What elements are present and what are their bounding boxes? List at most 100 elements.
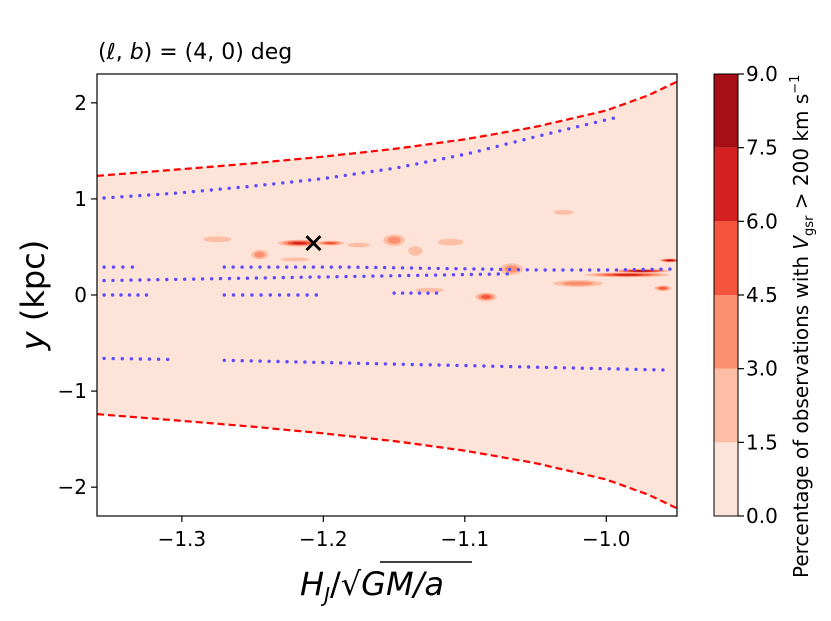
- colorbar: 0.0 1.5 3.0 4.5 6.0 7.5 9.0 Percentage of obse…: [713, 62, 817, 578]
- dotted-curve-dot: [218, 276, 223, 281]
- dotted-curve-dot: [434, 291, 439, 295]
- dotted-curve-dot: [259, 293, 263, 297]
- dotted-curve-dot: [343, 173, 347, 178]
- dotted-curve-dot: [272, 276, 276, 280]
- dotted-curve-dot: [329, 265, 333, 269]
- contour-patch: [612, 273, 643, 276]
- dotted-curve-dot: [209, 277, 214, 281]
- dotted-curve-dot: [441, 156, 446, 161]
- dotted-curve-dot: [652, 368, 656, 372]
- dotted-curve-dot: [173, 191, 178, 195]
- colorbar-segment: [714, 368, 738, 443]
- colorbar-segment: [714, 442, 738, 516]
- dotted-curve-dot: [338, 265, 342, 269]
- dotted-curve-dot: [463, 267, 467, 271]
- dotted-curve-dot: [147, 357, 152, 361]
- dotted-curve-dot: [580, 366, 584, 370]
- envelope-upper-line: [97, 80, 677, 177]
- dotted-curve-dot: [164, 192, 169, 196]
- dotted-curve-dot: [370, 169, 374, 174]
- dotted-curve-dot: [392, 362, 397, 366]
- dotted-curve-dot: [250, 293, 254, 297]
- dotted-curve-dot: [200, 189, 205, 193]
- dotted-curve-dot: [362, 274, 366, 278]
- dotted-curve-dot: [102, 196, 106, 200]
- contour-patch: [415, 287, 444, 293]
- dotted-curve-dot: [285, 360, 289, 364]
- dotted-curve-dot: [129, 194, 133, 198]
- dotted-curve-dot: [218, 187, 222, 191]
- dotted-curve-dot: [249, 265, 253, 269]
- dotted-curve-dot: [119, 293, 123, 297]
- dotted-curve-dot: [407, 273, 411, 278]
- dotted-curve-dot: [285, 265, 289, 269]
- contour-patch: [666, 259, 673, 261]
- dotted-curve-dot: [535, 365, 540, 369]
- dotted-curve-dot: [588, 268, 592, 272]
- dotted-curve-dot: [334, 175, 339, 179]
- contour-patch: [324, 242, 337, 245]
- dotted-curve-dot: [417, 291, 422, 295]
- dotted-curve-dot: [293, 265, 298, 269]
- dotted-curve-dot: [290, 275, 294, 280]
- dotted-curve-dot: [410, 362, 414, 367]
- dotted-curve-dot: [325, 176, 330, 180]
- dotted-curve-dot: [311, 265, 316, 269]
- dotted-curve-dot: [281, 181, 285, 185]
- dotted-curve-dot: [365, 265, 369, 270]
- dotted-curve-dot: [227, 276, 232, 281]
- dotted-curve-dot: [294, 360, 298, 364]
- x-tick-label: −1.1: [441, 527, 490, 551]
- contour-base-fill: [97, 81, 677, 509]
- dotted-curve-dot: [156, 278, 160, 282]
- dotted-curve-dot: [335, 275, 339, 279]
- dotted-curve-dot: [231, 358, 235, 363]
- dotted-curve-dot: [120, 278, 124, 282]
- y-tick-label: 2: [74, 91, 87, 115]
- dotted-curve-dot: [424, 273, 429, 277]
- dotted-curve-dot: [314, 293, 318, 297]
- dotted-curve-dot: [290, 180, 294, 184]
- dotted-curve-dot: [507, 267, 512, 272]
- dotted-curve-dot: [276, 359, 280, 364]
- y-tick-label: 1: [74, 187, 87, 211]
- dotted-curve-dot: [650, 267, 654, 271]
- dotted-curve-dot: [287, 293, 291, 297]
- dotted-curve-dot: [478, 272, 483, 276]
- dotted-curve-dot: [379, 168, 383, 172]
- dotted-curve-dot: [272, 182, 276, 186]
- dotted-curve-dot: [182, 190, 187, 195]
- dotted-curve-dot: [383, 362, 388, 366]
- dotted-curve-dot: [481, 267, 485, 271]
- dotted-curve-dot: [579, 268, 583, 272]
- dotted-curve-dot: [401, 362, 405, 366]
- dotted-curve-dot: [549, 131, 553, 135]
- dotted-curve-dot: [589, 366, 593, 371]
- dotted-curve-dot: [227, 186, 231, 190]
- dotted-curve-dot: [486, 146, 490, 151]
- contour-patch: [481, 295, 491, 299]
- dotted-curve-dot: [614, 268, 619, 272]
- contour-patch: [437, 238, 464, 246]
- contour-patch: [280, 257, 310, 262]
- colorbar-tick-label: 6.0: [746, 209, 778, 233]
- plot-area: [97, 74, 677, 516]
- colorbar-tick-label: 4.5: [746, 283, 778, 307]
- dotted-curve-dot: [191, 189, 196, 194]
- dotted-curve-dot: [409, 266, 414, 270]
- dotted-curve-dot: [500, 364, 504, 369]
- dotted-curve-dot: [543, 268, 547, 272]
- contour-patch: [254, 251, 265, 258]
- dotted-curve-dot: [416, 273, 420, 278]
- dotted-curve-dot: [553, 365, 558, 370]
- dotted-curve-dot: [495, 144, 499, 149]
- dotted-curve-dot: [303, 360, 307, 364]
- dotted-curve-dot: [209, 188, 213, 192]
- chart-title: (ℓ, b) = (4, 0) deg: [98, 40, 292, 65]
- dotted-curve-dot: [129, 357, 134, 361]
- dotted-curve-dot: [468, 151, 473, 155]
- contour-patch: [347, 242, 371, 248]
- dotted-curve-dot: [240, 359, 244, 363]
- dotted-curve-dot: [138, 357, 143, 361]
